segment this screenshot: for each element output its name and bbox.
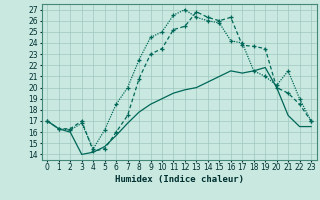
X-axis label: Humidex (Indice chaleur): Humidex (Indice chaleur) xyxy=(115,175,244,184)
